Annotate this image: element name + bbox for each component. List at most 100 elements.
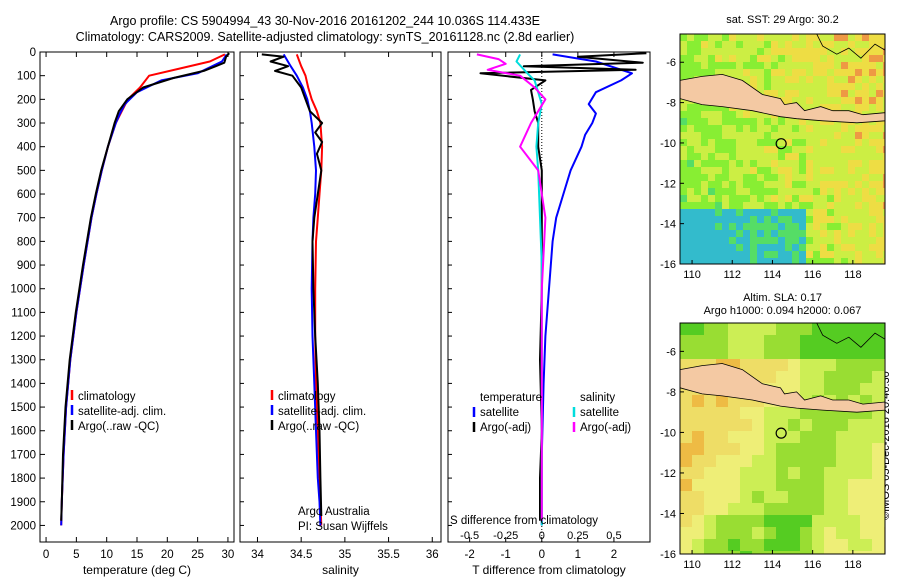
x2-tick-label: -0.5 [460, 530, 479, 542]
x-axis-label: T difference from climatology [472, 563, 626, 577]
legend-label: Argo(-adj) [480, 422, 531, 434]
plot-frame [239, 51, 442, 543]
legend-label: satellite [480, 407, 519, 419]
map-field [680, 323, 885, 554]
x-tick-label: 20 [161, 549, 174, 561]
y-tick-label: 700 [17, 213, 36, 225]
argo-float-marker [775, 427, 787, 439]
x-axis-label: salinity [322, 563, 359, 577]
x-tick-label: 25 [191, 549, 204, 561]
y-tick-label: 200 [17, 94, 36, 106]
x-tick-label: 1 [575, 549, 581, 561]
sla-map-title: Altim. SLA: 0.17 [743, 292, 822, 304]
y-tick-label: 1200 [10, 331, 36, 343]
legend-label: satellite [580, 407, 619, 419]
y-tick-label: -10 [660, 427, 676, 439]
coastline [816, 323, 885, 348]
y-tick-label: -16 [660, 549, 676, 561]
plot-frame [447, 51, 651, 543]
x-tick-label: 35.5 [377, 549, 399, 561]
y-tick-label: 300 [17, 118, 36, 130]
y-tick-label: -14 [660, 219, 676, 231]
y-tick-label: 1000 [10, 284, 36, 296]
y-tick-label: -12 [660, 468, 676, 480]
legend-label: Argo(..raw -QC) [278, 421, 359, 433]
x-axis-label: temperature (deg C) [83, 563, 191, 577]
y-tick-label: -6 [666, 57, 676, 69]
x2-tick-label: 0 [539, 530, 545, 542]
y-tick-label: 2000 [10, 520, 36, 532]
y-tick-label: 500 [17, 165, 36, 177]
x-tick-label: 114 [764, 269, 782, 281]
series-line-argo-raw-qc- [261, 53, 324, 517]
annotation-text: Argo Australia [298, 506, 370, 518]
series-line-satellite-adj-clim- [282, 53, 322, 526]
y-tick-label: 1900 [10, 497, 36, 509]
x-tick-label: 110 [683, 269, 701, 281]
y-tick-label: 1600 [10, 426, 36, 438]
y-tick-label: -12 [660, 178, 676, 190]
x-tick-label: 36 [426, 549, 439, 561]
map-field [680, 34, 885, 264]
y-tick-label: 0 [30, 47, 36, 59]
sla-map-subtitle: Argo h1000: 0.094 h2000: 0.067 [703, 305, 862, 317]
legend-label: satellite-adj. clim. [278, 406, 366, 418]
x2-tick-label: 0.5 [606, 530, 621, 542]
map-frame [679, 322, 886, 555]
series-line-salinity-argo-adj- [476, 53, 547, 521]
x-tick-label: 0 [539, 549, 545, 561]
series-line-temperature-satellite [540, 53, 633, 526]
land-mass [680, 73, 885, 124]
series-line-climatology [60, 53, 226, 526]
y-tick-label: -14 [660, 508, 676, 520]
y-tick-label: 600 [17, 189, 36, 201]
legend-group-title: temperature [480, 392, 542, 404]
y-tick-label: 1800 [10, 473, 36, 485]
series-line-climatology [295, 54, 324, 526]
legend-label: satellite-adj. clim. [78, 406, 166, 418]
y-tick-label: 800 [17, 236, 36, 248]
land-mass [680, 363, 885, 413]
y-tick-label: 1300 [10, 355, 36, 367]
y-tick-label: 400 [17, 142, 36, 154]
y-tick-label: 1100 [11, 307, 36, 319]
x-tick-label: 34.5 [290, 549, 312, 561]
y-tick-label: -16 [660, 259, 676, 271]
profile-panel-3: -2 -1 0 1 2 -0.5 -0.25 0 0.25 0.5 S difference fro… [447, 51, 651, 577]
x-tick-label: 0 [43, 549, 49, 561]
chart-title-line2: Climatology: CARS2009. Satellite-adjuste… [75, 30, 575, 44]
legend-label: Argo(..raw -QC) [78, 421, 159, 433]
y-tick-label: 1500 [10, 402, 36, 414]
x-tick-label: 112 [723, 559, 741, 571]
x-tick-label: 110 [683, 559, 701, 571]
coastline [816, 34, 885, 59]
legend-label: Argo(-adj) [580, 422, 631, 434]
y-tick-label: 1700 [10, 449, 36, 461]
y-tick-label: 1400 [10, 378, 36, 390]
y-tick-label: 900 [17, 260, 36, 272]
legend-label: climatology [78, 391, 136, 403]
x-tick-label: 30 [222, 549, 235, 561]
sst-map-title: sat. SST: 29 Argo: 30.2 [726, 14, 839, 26]
argo-float-marker [775, 138, 787, 150]
x-tick-label: 114 [764, 559, 782, 571]
legend-label: climatology [278, 391, 336, 403]
annotation-text: PI: Susan Wijffels [298, 521, 388, 533]
legend-group-title: salinity [580, 392, 615, 404]
x-tick-label: 112 [723, 269, 741, 281]
x-tick-label: 15 [131, 549, 144, 561]
profile-panel-2: 34 34.5 35 35.5 36 salinity climatology satelli… [239, 51, 442, 577]
x-tick-label: -1 [501, 549, 511, 561]
x-tick-label: -2 [465, 549, 475, 561]
y-tick-label: -6 [666, 346, 676, 358]
x-tick-label: 5 [73, 549, 79, 561]
profile-panel-1: 0 5 10 15 20 25 300100200300400500600700800900… [10, 47, 235, 577]
sla-map: 110 112 114 116 118 -6 -8 -10 -12 -14 -16 [660, 322, 886, 571]
x-tick-label: 118 [844, 559, 862, 571]
y-tick-label: 100 [17, 71, 36, 83]
x2-tick-label: 0.25 [567, 530, 588, 542]
plot-frame [39, 51, 235, 543]
y-tick-label: -8 [666, 387, 676, 399]
x-tick-label: 116 [804, 269, 822, 281]
